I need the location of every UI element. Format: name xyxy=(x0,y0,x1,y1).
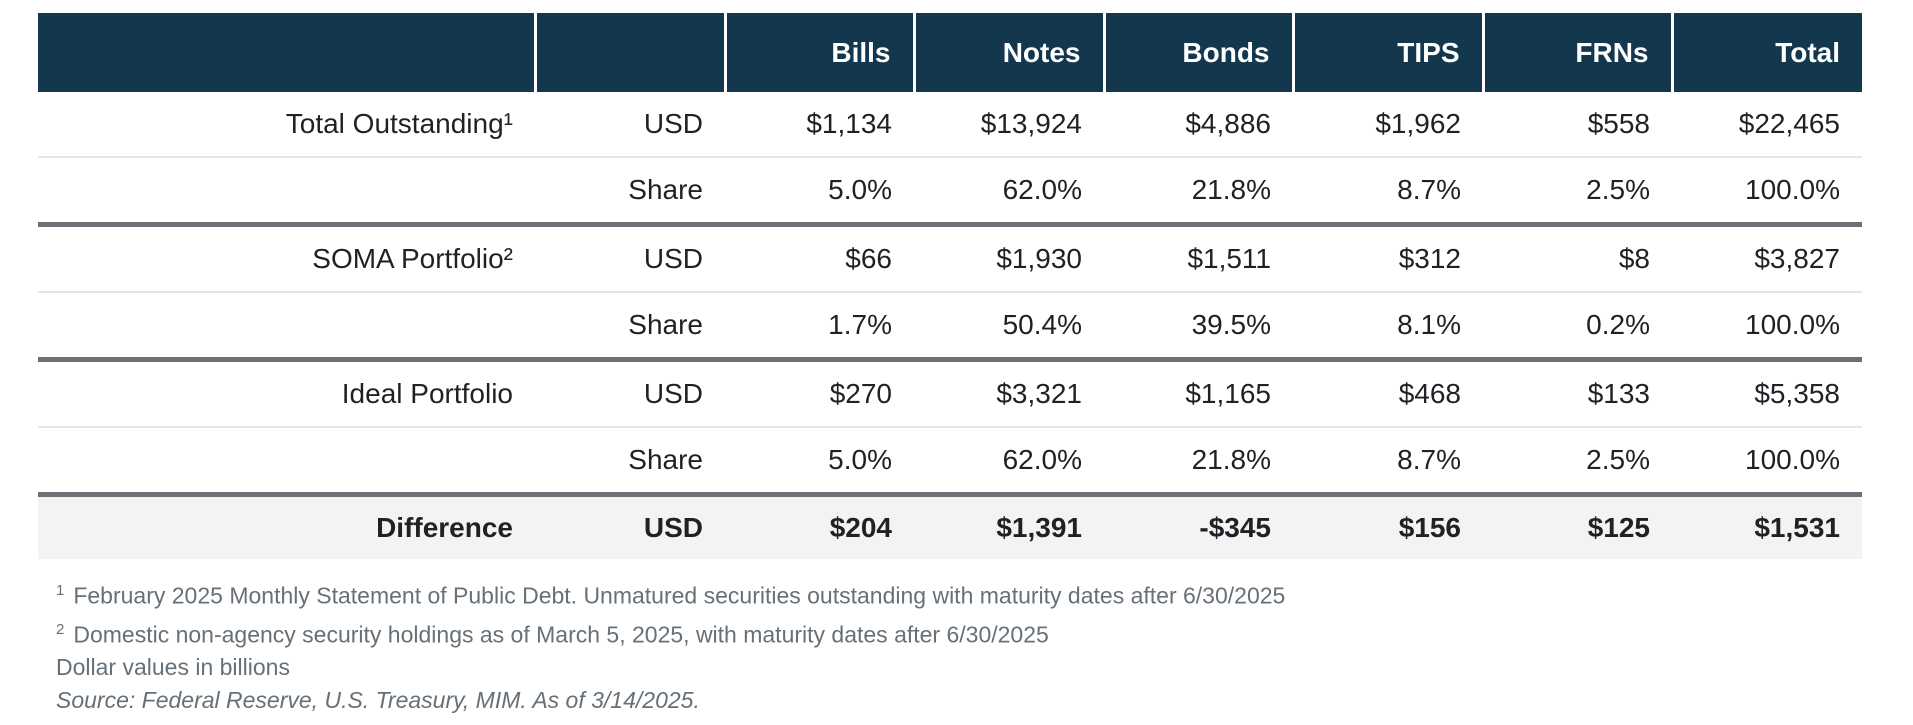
unit-label: Share xyxy=(535,156,725,225)
column-header-total: Total xyxy=(1672,13,1862,92)
cell-value: $1,930 xyxy=(914,222,1104,292)
cell-value: 8.1% xyxy=(1293,291,1483,360)
column-header-frns: FRNs xyxy=(1483,13,1674,92)
table-row-soma-portfolio-usd: SOMA Portfolio² USD $66 $1,930 $1,511 $3… xyxy=(38,222,1862,292)
footnote-marker: 1 xyxy=(56,582,65,599)
row-label-difference: Difference xyxy=(38,492,535,559)
cell-value: 100.0% xyxy=(1672,156,1862,225)
footnote-text: February 2025 Monthly Statement of Publi… xyxy=(73,582,1286,609)
cell-value: 2.5% xyxy=(1483,426,1672,495)
cell-value: 2.5% xyxy=(1483,156,1672,225)
cell-value: 8.7% xyxy=(1293,156,1483,225)
unit-label: USD xyxy=(535,492,725,559)
cell-value: $1,134 xyxy=(806,108,892,139)
column-header-bonds: Bonds xyxy=(1104,13,1295,92)
cell-value: $3,321 xyxy=(914,357,1104,427)
cell-value: $5,358 xyxy=(1672,357,1862,427)
soma-vs-ideal-portfolio-table: Bills Notes Bonds TIPS FRNs Total Total … xyxy=(38,13,1862,559)
table-row-soma-portfolio-share: Share 1.7% 50.4% 39.5% 8.1% 0.2% 100.0% xyxy=(38,291,1862,360)
column-header-notes: Notes xyxy=(914,13,1106,92)
cell-value: $3,827 xyxy=(1672,222,1862,292)
cell-value: $156 xyxy=(1293,492,1483,559)
cell-value: $468 xyxy=(1293,357,1483,427)
unit-label: Share xyxy=(535,426,725,495)
cell-value: 100.0% xyxy=(1672,426,1862,495)
cell-value: 8.7% xyxy=(1293,426,1483,495)
footnote-text: Domestic non-agency security holdings as… xyxy=(73,621,1049,648)
footnotes-block: 1 February 2025 Monthly Statement of Publ… xyxy=(56,574,1913,717)
column-header-tips: TIPS xyxy=(1293,13,1485,92)
column-header-rowlabel xyxy=(38,13,537,92)
cell-value: 21.8% xyxy=(1104,156,1293,225)
table-row-ideal-portfolio-usd: Ideal Portfolio USD $270 $3,321 $1,165 $… xyxy=(38,357,1862,427)
footnote-units: Dollar values in billions xyxy=(56,651,1913,684)
cell-value: 21.8% xyxy=(1104,426,1293,495)
cell-value: 39.5% xyxy=(1104,291,1293,360)
footnote-text: Dollar values in billions xyxy=(56,654,290,681)
footnote-2: 2 Domestic non-agency security holdings a… xyxy=(56,613,1913,652)
cell-value: 1.7% xyxy=(725,291,914,360)
cell-value: $22,465 xyxy=(1738,108,1840,139)
cell-value: $4,886 xyxy=(1185,108,1271,139)
cell-value: 5.0% xyxy=(725,426,914,495)
row-label-total-outstanding: Total Outstanding¹ xyxy=(285,108,513,139)
cell-value: $558 xyxy=(1587,108,1650,139)
unit-label: USD xyxy=(535,222,725,292)
column-header-unit xyxy=(535,13,727,92)
table-row-difference: Difference USD $204 $1,391 -$345 $156 $1… xyxy=(38,492,1862,559)
cell-value: $8 xyxy=(1483,222,1672,292)
row-label-empty xyxy=(38,426,535,495)
cell-value: $1,511 xyxy=(1104,222,1293,292)
cell-value: 100.0% xyxy=(1672,291,1862,360)
row-label-soma-portfolio: SOMA Portfolio² xyxy=(38,222,535,292)
row-label-empty xyxy=(38,291,535,360)
footnote-text: Source: Federal Reserve, U.S. Treasury, … xyxy=(56,687,700,714)
cell-value: $204 xyxy=(725,492,914,559)
table-header-row: Bills Notes Bonds TIPS FRNs Total xyxy=(38,13,1862,92)
table-row-ideal-portfolio-share: Share 5.0% 62.0% 21.8% 8.7% 2.5% 100.0% xyxy=(38,426,1862,495)
unit-label: USD xyxy=(643,108,703,139)
cell-value: -$345 xyxy=(1104,492,1293,559)
cell-value: $1,531 xyxy=(1672,492,1862,559)
footnote-marker: 2 xyxy=(56,620,65,638)
cell-value: 62.0% xyxy=(914,426,1104,495)
cell-value: $1,962 xyxy=(1375,108,1461,139)
table-row-total-outstanding-usd: Total Outstanding¹ USD $1,134 $13,924 $4… xyxy=(38,92,1862,157)
cell-value: $66 xyxy=(725,222,914,292)
cell-value: $125 xyxy=(1483,492,1672,559)
cell-value: 50.4% xyxy=(914,291,1104,360)
cell-value: $270 xyxy=(725,357,914,427)
row-label-ideal-portfolio: Ideal Portfolio xyxy=(38,357,535,427)
footnote-source: Source: Federal Reserve, U.S. Treasury, … xyxy=(56,684,1913,717)
cell-value: 62.0% xyxy=(914,156,1104,225)
row-label-empty xyxy=(38,156,535,225)
table-row-total-outstanding-share: Share 5.0% 62.0% 21.8% 8.7% 2.5% 100.0% xyxy=(38,156,1862,225)
cell-value: $133 xyxy=(1483,357,1672,427)
unit-label: Share xyxy=(535,291,725,360)
cell-value: $312 xyxy=(1293,222,1483,292)
cell-value: 0.2% xyxy=(1483,291,1672,360)
cell-value: $1,165 xyxy=(1104,357,1293,427)
cell-value: $1,391 xyxy=(914,492,1104,559)
cell-value: $13,924 xyxy=(980,108,1082,139)
unit-label: USD xyxy=(535,357,725,427)
column-header-bills: Bills xyxy=(725,13,916,92)
footnote-1: 1 February 2025 Monthly Statement of Publ… xyxy=(56,574,1913,613)
cell-value: 5.0% xyxy=(725,156,914,225)
